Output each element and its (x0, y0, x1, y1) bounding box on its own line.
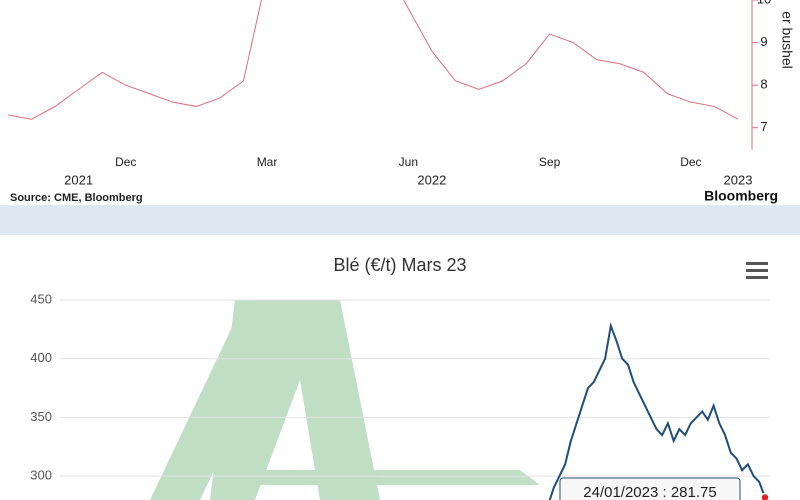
chart-title: Blé (€/t) Mars 23 (333, 255, 466, 275)
logo-stroke (210, 300, 380, 500)
tooltip: 24/01/2023 : 281.75 (583, 484, 716, 500)
top-panel (0, 0, 800, 205)
brand: Bloomberg (704, 188, 778, 204)
menu-bar (746, 262, 768, 265)
y-tick-label: 450 (30, 291, 52, 306)
data-line (7, 0, 739, 120)
year-label: 2023 (724, 172, 753, 187)
y-tick-label: 7 (760, 119, 767, 134)
year-label: 2021 (64, 172, 93, 187)
year-label: 2022 (417, 172, 446, 187)
x-tick-label: Mar (257, 155, 278, 169)
last-point (760, 492, 770, 500)
data-line (548, 322, 766, 500)
source: Source: CME, Bloomberg (10, 192, 143, 204)
menu-bar (746, 276, 768, 279)
x-tick-label: Sep (539, 155, 561, 169)
x-tick-label: Dec (680, 155, 701, 169)
y-tick-label: 350 (30, 409, 52, 424)
y-tick-label: 400 (30, 350, 52, 365)
menu-bar (746, 269, 768, 272)
y-tick-label: 300 (30, 468, 52, 483)
x-tick-label: Dec (115, 155, 136, 169)
logo-stroke (150, 300, 295, 500)
logo-bar (250, 470, 540, 485)
y-tick-label: 10 (757, 0, 771, 6)
y-tick-label: 8 (760, 77, 767, 92)
bottom-panel (0, 235, 800, 500)
separator (0, 205, 800, 235)
watermark-logo (150, 300, 540, 500)
y-axis-label: er bushel (779, 11, 795, 69)
tooltip-box (559, 477, 741, 500)
y-tick-label: 9 (760, 34, 767, 49)
menu-button[interactable] (746, 262, 768, 279)
x-tick-label: Jun (399, 155, 418, 169)
